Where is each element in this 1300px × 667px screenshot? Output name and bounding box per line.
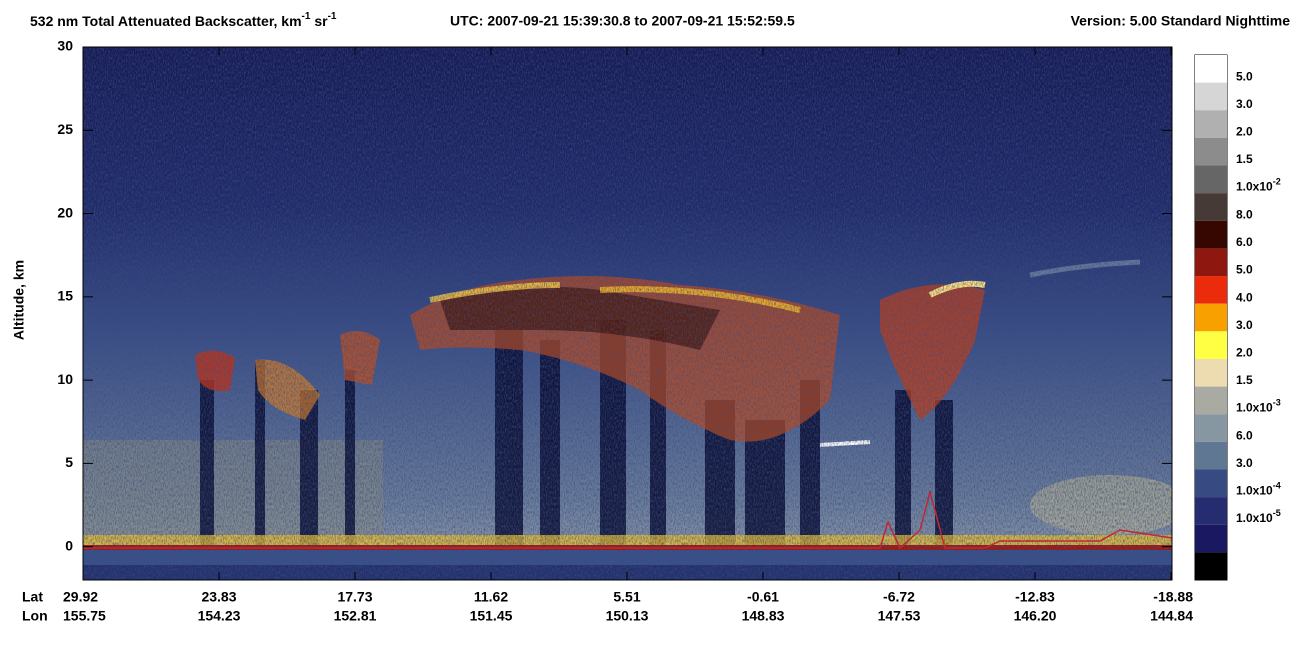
lon-label: Lon <box>22 608 48 624</box>
colorbar-label: 3.0 <box>1236 456 1253 470</box>
colorbar-swatch <box>1195 497 1227 525</box>
lon-tick-label: 148.83 <box>742 608 785 624</box>
colorbar-swatch <box>1195 193 1227 221</box>
colorbar-label: 2.0 <box>1236 346 1253 360</box>
colorbar-label-exp: -3 <box>1273 398 1281 408</box>
colorbar-swatch <box>1195 331 1227 359</box>
lat-tick-label: 5.51 <box>613 589 640 605</box>
colorbar-swatch <box>1195 220 1227 249</box>
colorbar-label-exp: -4 <box>1273 481 1281 491</box>
utc-range: UTC: 2007-09-21 15:39:30.8 to 2007-09-21… <box>450 13 795 29</box>
colorbar: 5.03.02.01.51.0x10-28.06.05.04.03.02.01.… <box>1195 55 1281 580</box>
colorbar-label-base: 1.0x10 <box>1236 180 1273 194</box>
lon-tick-label: 147.53 <box>878 608 921 624</box>
colorbar-label-exp: -5 <box>1273 509 1281 519</box>
colorbar-swatch <box>1195 441 1227 470</box>
colorbar-label: 4.0 <box>1236 290 1253 304</box>
lat-tick-label: 17.73 <box>337 589 372 605</box>
lat-label: Lat <box>22 589 43 605</box>
colorbar-swatch <box>1195 469 1227 498</box>
y-axis-label: Altitude, km <box>11 260 27 340</box>
lat-tick-label: -18.88 <box>1153 589 1193 605</box>
colorbar-label: 3.0 <box>1236 97 1253 111</box>
colorbar-swatch <box>1195 414 1227 442</box>
lon-tick-label: 151.45 <box>470 608 513 624</box>
colorbar-label: 1.5 <box>1236 373 1253 387</box>
colorbar-swatch <box>1195 276 1227 304</box>
y-tick-label: 20 <box>57 204 73 220</box>
colorbar-label: 2.0 <box>1236 125 1253 139</box>
colorbar-label: 1.5 <box>1236 152 1253 166</box>
y-tick-label: 30 <box>57 38 73 54</box>
colorbar-swatch <box>1195 248 1227 277</box>
y-tick-label: 25 <box>57 121 73 137</box>
lat-tick-label: 29.92 <box>63 589 98 605</box>
lon-tick-label: 146.20 <box>1014 608 1057 624</box>
colorbar-label-exp: -2 <box>1273 177 1281 187</box>
colorbar-label-base: 1.0x10 <box>1236 511 1273 525</box>
colorbar-swatch <box>1195 82 1227 111</box>
lat-tick-label: 23.83 <box>201 589 236 605</box>
colorbar-label: 6.0 <box>1236 235 1253 249</box>
colorbar-swatch <box>1195 358 1227 387</box>
colorbar-label: 1.0x10-2 <box>1236 177 1281 194</box>
y-tick-label: 10 <box>57 371 73 387</box>
lon-tick-label: 144.84 <box>1150 608 1193 624</box>
lon-tick-label: 154.23 <box>198 608 241 624</box>
colorbar-label: 8.0 <box>1236 207 1253 221</box>
lon-tick-label: 152.81 <box>334 608 377 624</box>
y-tick-label: 5 <box>65 454 73 470</box>
y-tick-label: 15 <box>57 288 73 304</box>
colorbar-label: 6.0 <box>1236 428 1253 442</box>
colorbar-swatch <box>1195 552 1227 580</box>
backscatter-image <box>83 47 1172 580</box>
colorbar-label: 3.0 <box>1236 318 1253 332</box>
colorbar-label: 1.0x10-4 <box>1236 481 1281 498</box>
lon-tick-label: 150.13 <box>606 608 649 624</box>
colorbar-label-base: 1.0x10 <box>1236 401 1273 415</box>
lat-tick-label: -12.83 <box>1015 589 1055 605</box>
colorbar-label: 1.0x10-5 <box>1236 509 1281 526</box>
colorbar-label: 5.0 <box>1236 263 1253 277</box>
colorbar-label: 5.0 <box>1236 69 1253 83</box>
colorbar-swatch <box>1195 303 1227 332</box>
colorbar-swatch <box>1195 137 1227 166</box>
colorbar-swatch <box>1195 110 1227 138</box>
lat-tick-label: -6.72 <box>883 589 915 605</box>
lon-tick-label: 155.75 <box>63 608 106 624</box>
colorbar-label: 1.0x10-3 <box>1236 398 1281 415</box>
colorbar-swatch <box>1195 55 1227 83</box>
colorbar-label-base: 1.0x10 <box>1236 484 1273 498</box>
lat-tick-label: -0.61 <box>747 589 779 605</box>
colorbar-swatch <box>1195 386 1227 415</box>
chart-title: 532 nm Total Attenuated Backscatter, km-… <box>30 11 337 29</box>
version: Version: 5.00 Standard Nighttime <box>1071 13 1291 29</box>
y-tick-label: 0 <box>65 537 73 553</box>
colorbar-swatch <box>1195 165 1227 194</box>
colorbar-swatch <box>1195 524 1227 553</box>
lat-tick-label: 11.62 <box>474 589 508 605</box>
